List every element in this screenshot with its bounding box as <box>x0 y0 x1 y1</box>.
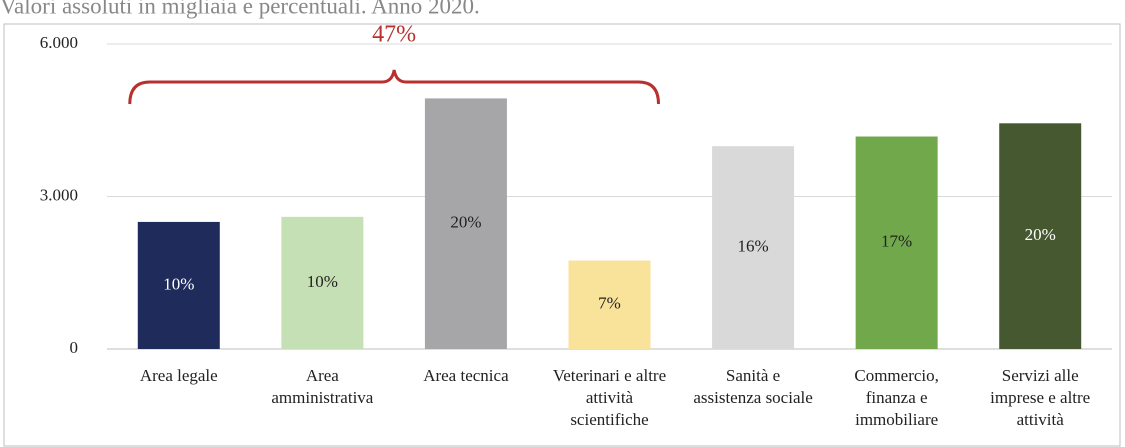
bar-share-label: 20% <box>450 213 481 232</box>
bracket <box>128 69 660 105</box>
x-tick-label: Servizi alle imprese e altre attività <box>990 366 1090 429</box>
bar <box>999 123 1082 349</box>
bar <box>281 216 364 349</box>
chart-subtitle: Valori assoluti in migliaia e percentual… <box>0 0 480 18</box>
bar <box>568 260 651 349</box>
bar <box>855 136 938 349</box>
x-tick-label: Commercio, finanza e immobiliare <box>854 366 939 429</box>
x-tick-label: Area tecnica <box>423 366 509 385</box>
bar <box>424 98 507 350</box>
bar-share-label: 20% <box>1025 225 1056 244</box>
x-tick-label: Area legale <box>140 366 218 385</box>
x-tick-label: Veterinari e altre attività scientifiche <box>553 366 666 429</box>
x-tick-label: Sanità e assistenza sociale <box>693 366 812 407</box>
y-tick-label: 6.000 <box>40 33 78 52</box>
bar <box>137 221 220 349</box>
bracket-label: 47% <box>372 22 416 48</box>
chart-frame <box>3 23 1121 447</box>
bar-share-label: 7% <box>598 294 621 313</box>
x-tick-label: Area amministrativa <box>271 366 373 407</box>
bar-share-label: 10% <box>307 272 338 291</box>
y-tick-label: 0 <box>70 338 79 357</box>
y-tick-label: 3.000 <box>40 185 78 204</box>
bar <box>712 146 795 349</box>
bar-share-label: 10% <box>163 274 194 293</box>
bar-share-label: 16% <box>737 236 768 255</box>
bar-share-label: 17% <box>881 232 912 251</box>
